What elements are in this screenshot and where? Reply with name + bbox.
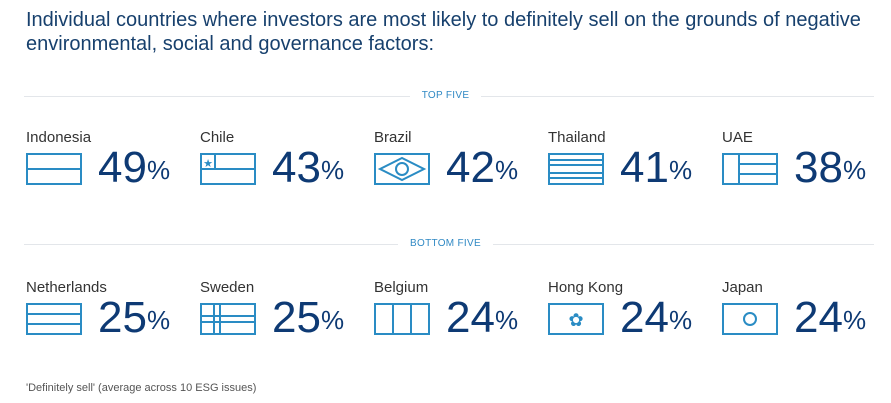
- japan-flag-icon: [722, 303, 778, 335]
- section-label-bottom: BOTTOM FIVE: [0, 238, 891, 249]
- country-name: Sweden: [200, 279, 255, 296]
- percentage-value: 24%: [620, 293, 693, 342]
- percentage-value: 41%: [620, 143, 693, 192]
- country-item: Sweden 25%: [200, 279, 374, 349]
- country-item: Netherlands 25%: [26, 279, 200, 349]
- sweden-flag-icon: [200, 303, 256, 335]
- footnote: 'Definitely sell' (average across 10 ESG…: [26, 382, 257, 394]
- chile-flag-icon: ★: [200, 153, 256, 185]
- country-item: Chile ★ 43%: [200, 129, 374, 199]
- netherlands-flag-icon: [26, 303, 82, 335]
- percentage-value: 25%: [98, 293, 171, 342]
- country-item: Hong Kong ✿ 24%: [548, 279, 722, 349]
- country-item: Indonesia 49%: [26, 129, 200, 199]
- country-name: Belgium: [374, 279, 429, 296]
- country-item: Belgium 24%: [374, 279, 548, 349]
- country-item: UAE 38%: [722, 129, 891, 199]
- percentage-value: 24%: [446, 293, 519, 342]
- percentage-value: 38%: [794, 143, 867, 192]
- percentage-value: 42%: [446, 143, 519, 192]
- indonesia-flag-icon: [26, 153, 82, 185]
- svg-text:★: ★: [203, 158, 213, 170]
- country-name: Hong Kong: [548, 279, 624, 296]
- percentage-value: 25%: [272, 293, 345, 342]
- country-name: Japan: [722, 279, 763, 296]
- thailand-flag-icon: [548, 153, 604, 185]
- uae-flag-icon: [722, 153, 778, 185]
- country-name: Chile: [200, 129, 235, 146]
- country-name: Brazil: [374, 129, 412, 146]
- country-name: Indonesia: [26, 129, 92, 146]
- brazil-flag-icon: [374, 153, 430, 185]
- hongkong-flag-icon: ✿: [548, 303, 604, 335]
- country-name: Netherlands: [26, 279, 107, 296]
- percentage-value: 49%: [98, 143, 171, 192]
- page-title: Individual countries where investors are…: [26, 9, 861, 55]
- country-item: Thailand 41%: [548, 129, 722, 199]
- percentage-value: 43%: [272, 143, 345, 192]
- section-label-top: TOP FIVE: [0, 90, 891, 101]
- belgium-flag-icon: [374, 303, 430, 335]
- country-item: Brazil 42%: [374, 129, 548, 199]
- svg-text:✿: ✿: [568, 310, 583, 330]
- country-name: UAE: [722, 129, 753, 146]
- country-item: Japan 24%: [722, 279, 891, 349]
- country-name: Thailand: [548, 129, 606, 146]
- percentage-value: 24%: [794, 293, 867, 342]
